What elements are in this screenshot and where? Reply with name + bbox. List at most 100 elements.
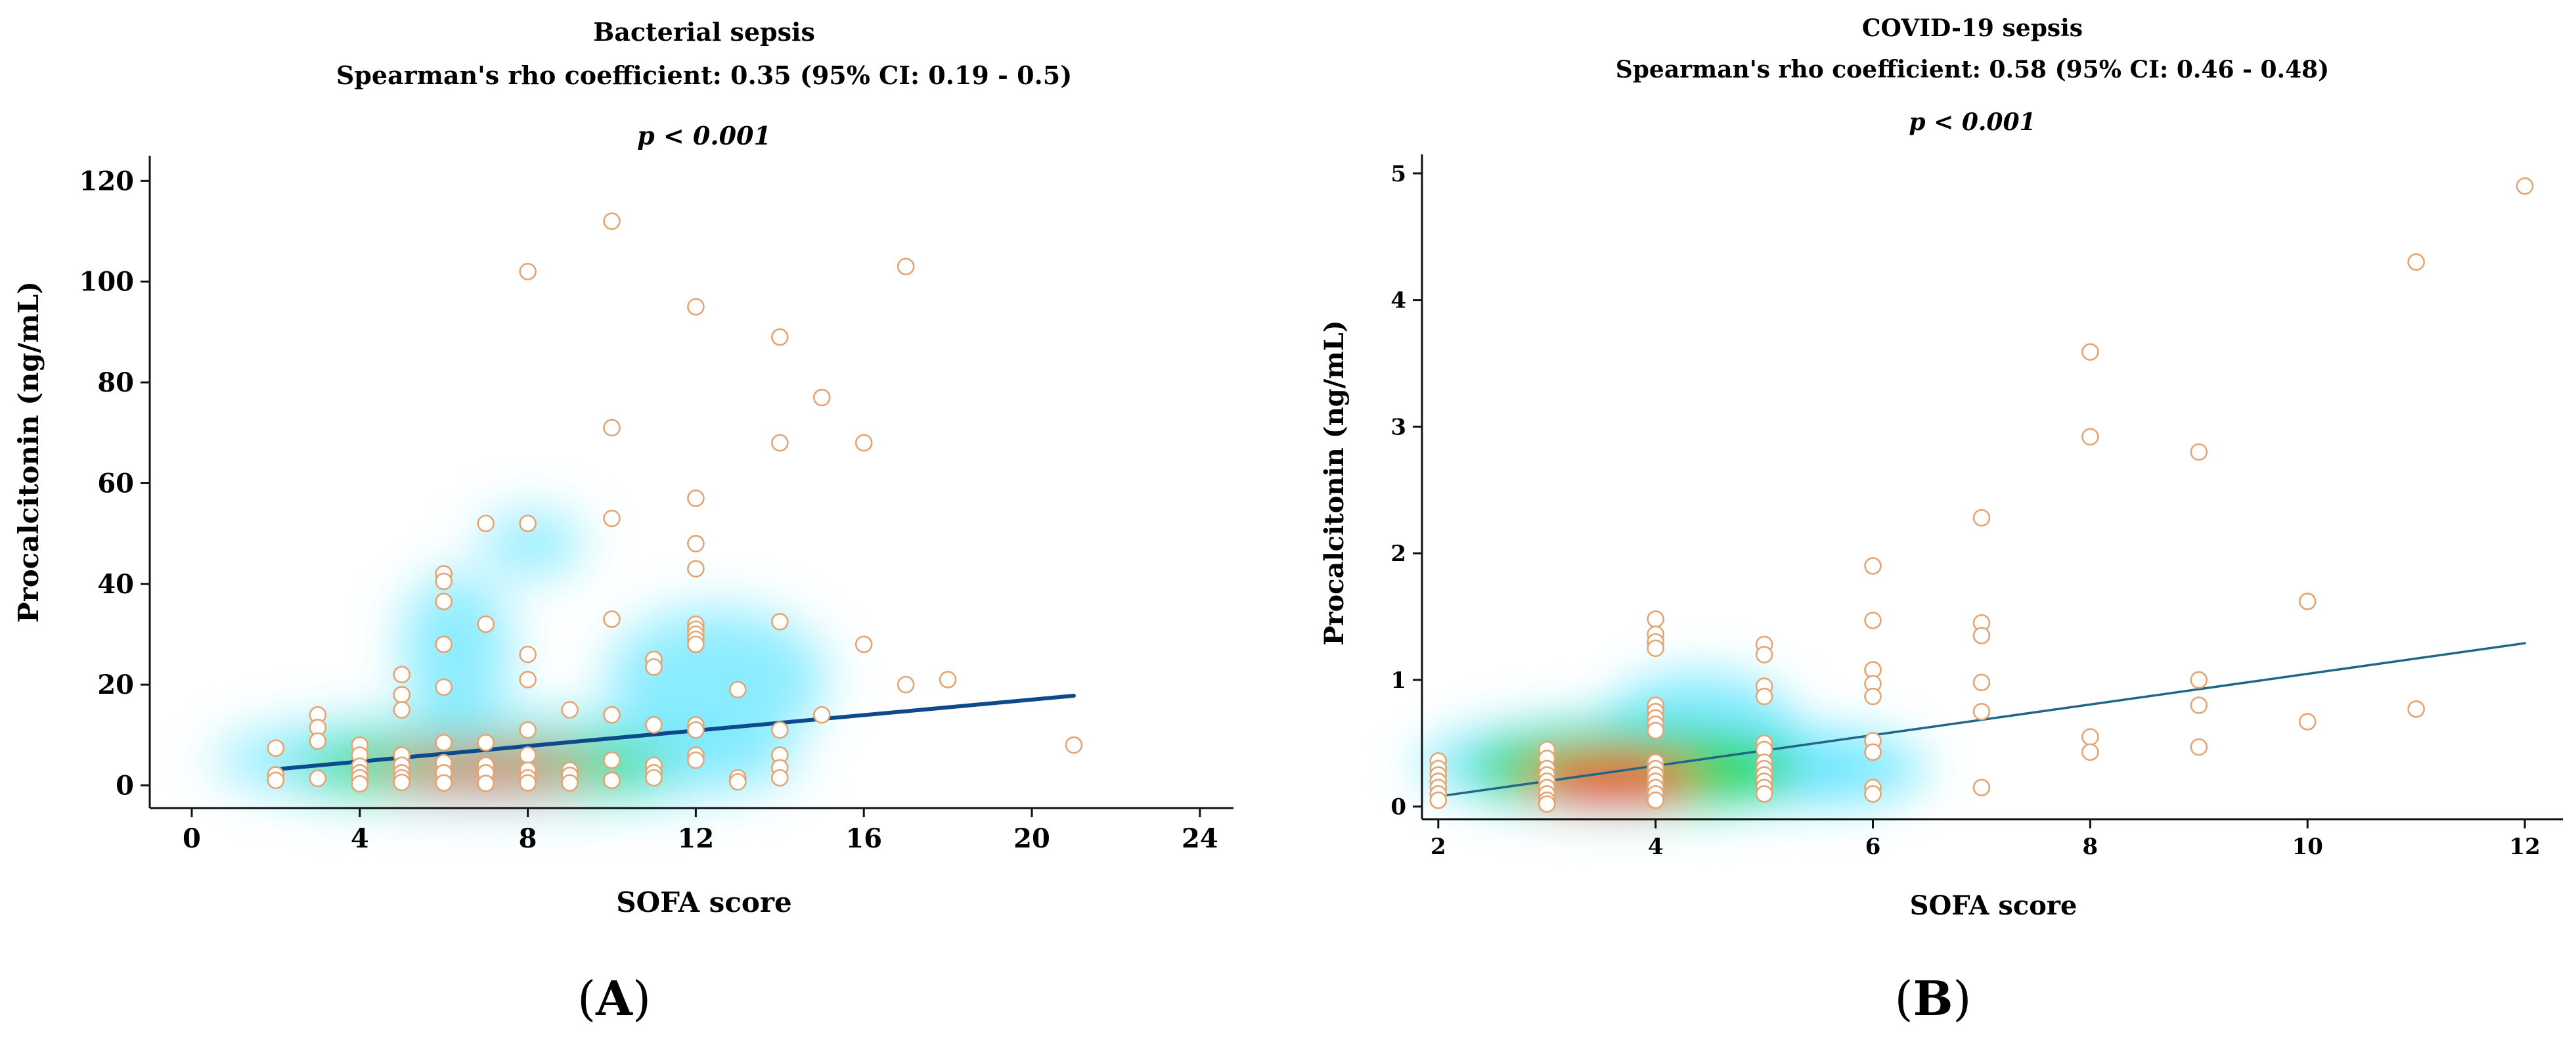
chart-a-point bbox=[477, 514, 495, 533]
chart-a-point bbox=[603, 509, 621, 528]
chart-a-point bbox=[812, 388, 831, 407]
chart-a-x-axis-label: SOFA score bbox=[616, 886, 792, 918]
chart-a-point bbox=[393, 686, 411, 704]
chart-b-density bbox=[1416, 671, 1928, 816]
chart-b-y-tick-label: 2 bbox=[1390, 541, 1406, 567]
chart-b-point bbox=[2516, 177, 2534, 195]
chart-a-point bbox=[645, 658, 663, 676]
chart-a-point bbox=[897, 258, 915, 275]
chart-b-point bbox=[1864, 557, 1882, 575]
chart-b-point bbox=[2190, 443, 2208, 461]
chart-a-density-region bbox=[481, 513, 583, 574]
chart-a-point bbox=[855, 434, 873, 452]
chart-b-point bbox=[1864, 687, 1882, 706]
chart-b-point bbox=[1647, 639, 1664, 658]
chart-b-y-tick-label: 0 bbox=[1390, 794, 1406, 821]
chart-a-point bbox=[645, 769, 663, 787]
chart-a-x-tick-label: 0 bbox=[183, 823, 201, 854]
chart-b-point bbox=[1864, 612, 1882, 629]
chart-b-subtitle: Spearman's rho coefficient: 0.58 (95% CI… bbox=[1616, 56, 2329, 83]
chart-a-point bbox=[687, 721, 705, 739]
chart-a-point bbox=[477, 775, 495, 792]
chart-a-point bbox=[897, 675, 915, 694]
chart-b-point bbox=[2298, 713, 2317, 731]
chart-a-panel-letter: A bbox=[595, 970, 633, 1026]
chart-b-point bbox=[2190, 671, 2208, 689]
chart-a-point bbox=[771, 612, 789, 631]
chart-a-y-axis-label: Procalcitonin (ng/mL) bbox=[12, 281, 45, 623]
chart-a-y-tick-label: 40 bbox=[97, 569, 134, 600]
chart-b-panel-label: (B) bbox=[1894, 970, 1971, 1026]
chart-b-y-axis-label: Procalcitonin (ng/mL) bbox=[1319, 320, 1350, 645]
chart-b-point bbox=[2190, 696, 2208, 714]
chart-b-point bbox=[1972, 673, 1991, 692]
chart-a-y-tick-label: 60 bbox=[97, 468, 134, 499]
chart-a-y-tick-label: 100 bbox=[79, 267, 135, 298]
chart-a-point bbox=[267, 739, 285, 757]
chart-b-point bbox=[1647, 721, 1664, 740]
chart-a-point bbox=[687, 560, 705, 578]
chart-b-point bbox=[1972, 627, 1991, 644]
chart-a-point bbox=[519, 645, 537, 664]
chart-a-density bbox=[212, 513, 826, 806]
chart-a-pvalue: p < 0.001 bbox=[637, 121, 771, 150]
chart-b-point bbox=[2081, 343, 2099, 361]
chart-b-point bbox=[2407, 700, 2425, 718]
chart-b-x-ticks: 2 4 6 8 10 12 bbox=[1431, 819, 2541, 860]
chart-b-point bbox=[1972, 508, 1991, 527]
chart-a-panel-label: (A) bbox=[577, 970, 651, 1026]
chart-a-point bbox=[519, 514, 537, 533]
chart-a-point bbox=[519, 721, 537, 739]
chart-a-point bbox=[687, 489, 705, 507]
chart-a-point bbox=[603, 212, 621, 230]
chart-a-x-tick-label: 20 bbox=[1013, 823, 1050, 854]
chart-a-point bbox=[939, 671, 957, 688]
chart-b-y-tick-label: 1 bbox=[1390, 667, 1406, 694]
chart-a-point bbox=[687, 298, 705, 316]
chart-a-point bbox=[855, 635, 873, 654]
chart-a-point bbox=[561, 774, 579, 792]
chart-a-point bbox=[351, 775, 369, 793]
chart-a-point bbox=[687, 635, 705, 654]
chart-b-point bbox=[2081, 428, 2099, 446]
chart-b-pvalue: p < 0.001 bbox=[1909, 108, 2035, 136]
chart-a-point bbox=[603, 610, 621, 628]
chart-a-point bbox=[729, 773, 747, 791]
chart-a-point bbox=[771, 721, 789, 739]
chart-a-point bbox=[267, 771, 285, 790]
chart-a-y-tick-label: 0 bbox=[116, 770, 134, 801]
chart-a-point bbox=[519, 746, 537, 764]
chart-b-x-axis-label: SOFA score bbox=[1910, 890, 2077, 921]
chart-a-x-ticks: 0 4 8 12 16 20 24 bbox=[183, 808, 1218, 854]
chart-b-x-tick-label: 10 bbox=[2292, 834, 2323, 860]
chart-b-x-tick-label: 8 bbox=[2083, 834, 2099, 860]
chart-b-point bbox=[1864, 743, 1882, 761]
chart-a-point bbox=[393, 666, 411, 684]
chart-a-point bbox=[393, 701, 411, 719]
chart-a-point bbox=[519, 671, 537, 688]
chart-a-density-region bbox=[401, 574, 511, 725]
chart-a-point bbox=[771, 328, 789, 346]
chart-a: Bacterial sepsis Spearman's rho coeffici… bbox=[12, 17, 1233, 1026]
chart-b-point bbox=[1755, 687, 1773, 706]
chart-a-point bbox=[687, 751, 705, 769]
chart-a-point bbox=[603, 751, 621, 769]
chart-b-point bbox=[1429, 791, 1448, 809]
chart-a-x-tick-label: 12 bbox=[678, 823, 715, 854]
chart-a-subtitle: Spearman's rho coefficient: 0.35 (95% CI… bbox=[336, 60, 1072, 90]
chart-a-point bbox=[519, 263, 537, 281]
chart-b-point bbox=[2190, 738, 2208, 756]
chart-b-point bbox=[1864, 785, 1882, 803]
chart-a-point bbox=[435, 593, 453, 610]
chart-a-point bbox=[309, 732, 327, 750]
chart-a-y-tick-label: 20 bbox=[97, 669, 134, 700]
chart-a-x-tick-label: 24 bbox=[1182, 823, 1218, 854]
chart-b-point bbox=[1755, 646, 1773, 664]
chart-a-point bbox=[729, 681, 747, 699]
chart-a-title: Bacterial sepsis bbox=[593, 17, 815, 47]
chart-b-title: COVID-19 sepsis bbox=[1862, 14, 2083, 42]
chart-a-point bbox=[812, 706, 831, 724]
chart-a-point bbox=[393, 773, 411, 792]
chart-a-point bbox=[435, 635, 453, 654]
